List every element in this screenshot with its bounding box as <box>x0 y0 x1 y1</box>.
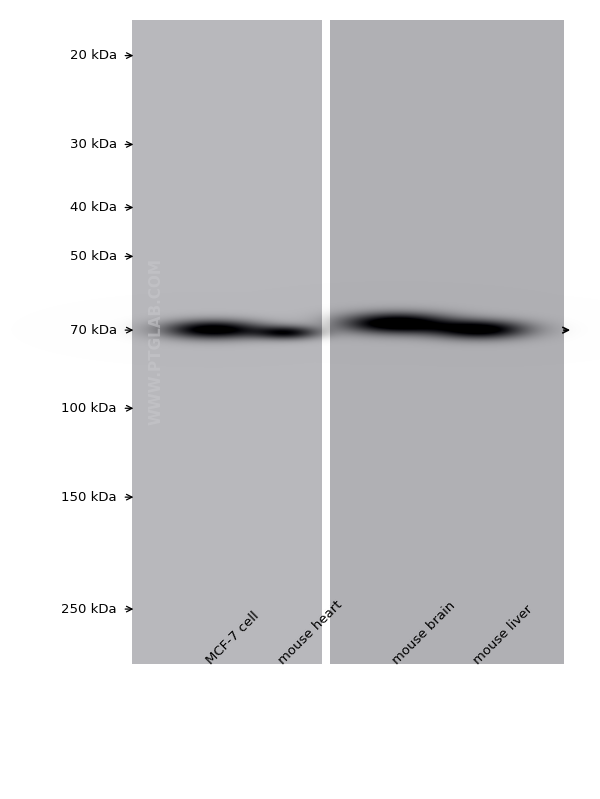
Text: WWW.PTGLAB.COM: WWW.PTGLAB.COM <box>149 258 163 425</box>
Text: 250 kDa: 250 kDa <box>61 602 117 615</box>
Text: 50 kDa: 50 kDa <box>70 250 117 263</box>
Text: MCF-7 cell: MCF-7 cell <box>204 610 262 667</box>
Text: 150 kDa: 150 kDa <box>61 491 117 503</box>
Text: 30 kDa: 30 kDa <box>70 138 117 151</box>
Text: 100 kDa: 100 kDa <box>61 402 117 415</box>
Bar <box>132 20 323 663</box>
Text: mouse brain: mouse brain <box>390 599 458 667</box>
Text: 20 kDa: 20 kDa <box>70 49 117 62</box>
Text: mouse liver: mouse liver <box>471 602 535 667</box>
Bar <box>330 20 564 663</box>
Text: 40 kDa: 40 kDa <box>70 201 117 214</box>
Text: mouse heart: mouse heart <box>276 598 345 667</box>
Text: 70 kDa: 70 kDa <box>70 324 117 336</box>
